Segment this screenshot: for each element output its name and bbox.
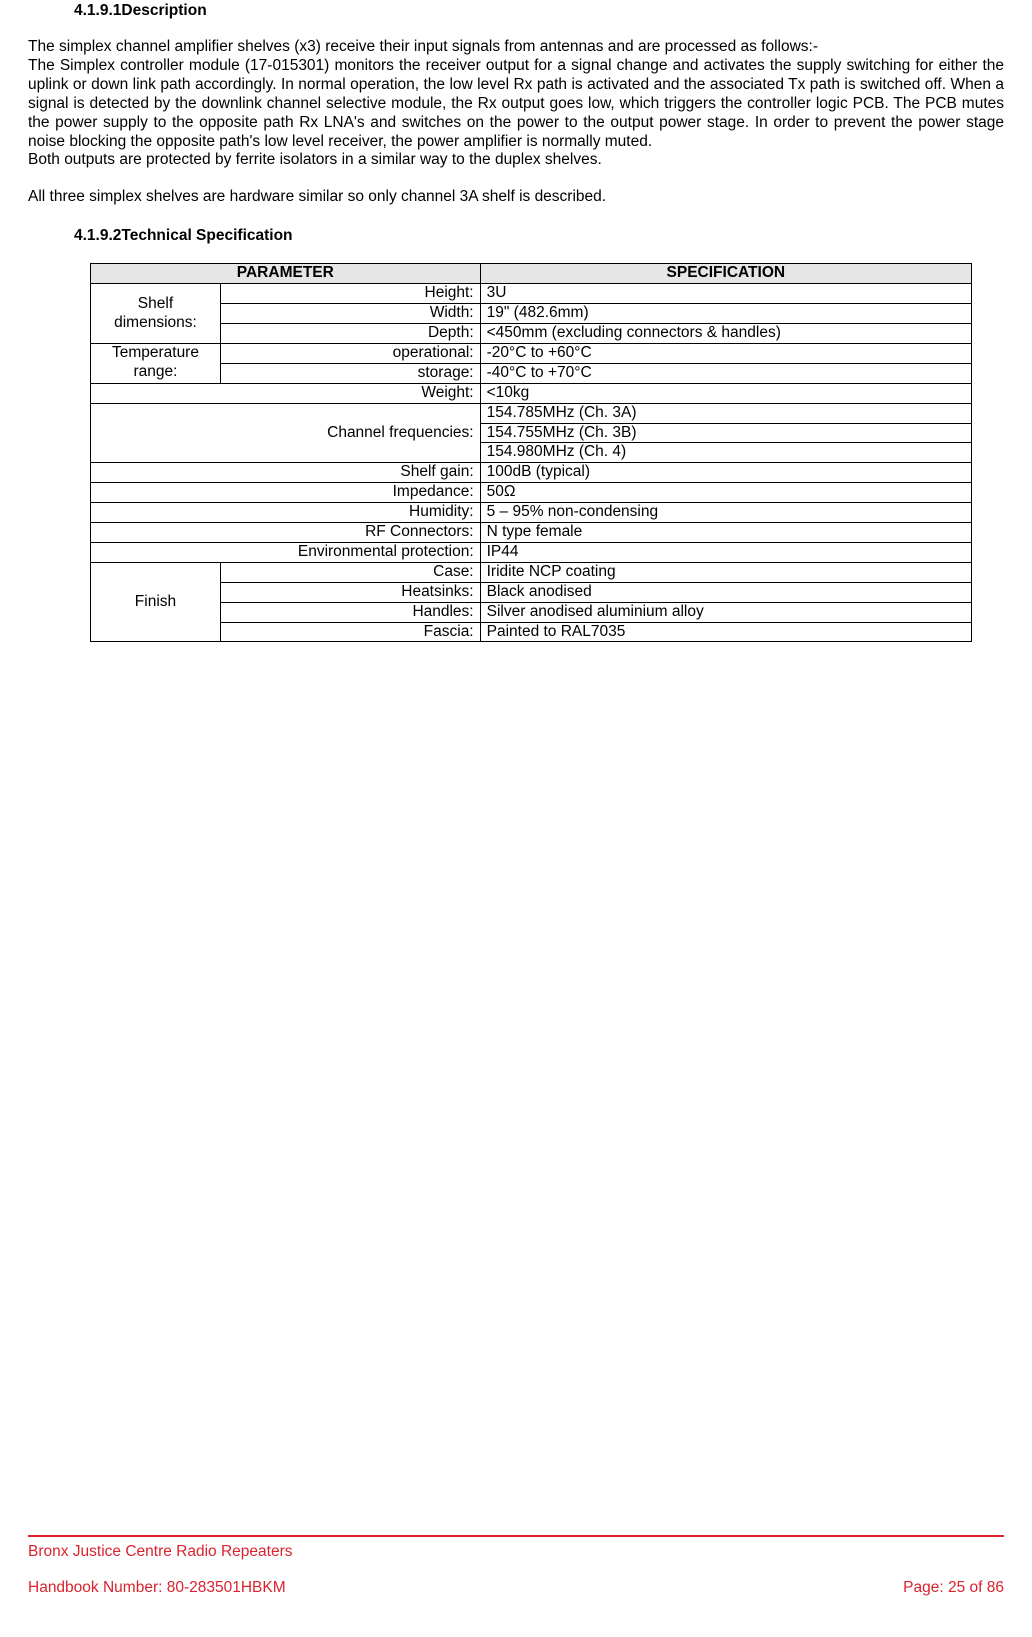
cell-spec: Painted to RAL7035 <box>480 622 971 642</box>
cell-param: Depth: <box>220 323 480 343</box>
cell-spec: <450mm (excluding connectors & handles) <box>480 323 971 343</box>
header-specification: SPECIFICATION <box>480 264 971 284</box>
cell-spec: 19" (482.6mm) <box>480 304 971 324</box>
cell-param: Fascia: <box>220 622 480 642</box>
table-row: Impedance: 50Ω <box>91 483 972 503</box>
cell-spec: IP44 <box>480 542 971 562</box>
footer-handbook-number: Handbook Number: 80-283501HBKM <box>28 1579 286 1597</box>
footer-page-number: Page: 25 of 86 <box>903 1579 1004 1597</box>
table-row: Channel frequencies: 154.785MHz (Ch. 3A) <box>91 403 972 423</box>
cell-param: Heatsinks: <box>220 582 480 602</box>
table-row: storage: -40°C to +70°C <box>91 363 972 383</box>
cell-spec: <10kg <box>480 383 971 403</box>
cell-spec: Iridite NCP coating <box>480 562 971 582</box>
paragraph: Both outputs are protected by ferrite is… <box>28 151 1004 170</box>
section-title: Description <box>121 2 206 20</box>
specification-table: PARAMETER SPECIFICATION Shelf dimensions… <box>90 263 972 642</box>
table-row: Shelf dimensions: Height: 3U <box>91 284 972 304</box>
table-row: Depth: <450mm (excluding connectors & ha… <box>91 323 972 343</box>
cell-spec: 154.755MHz (Ch. 3B) <box>480 423 971 443</box>
cell-group-temp: Temperature range: <box>91 343 221 383</box>
paragraph: All three simplex shelves are hardware s… <box>28 188 1004 207</box>
table-header-row: PARAMETER SPECIFICATION <box>91 264 972 284</box>
page-footer: Bronx Justice Centre Radio Repeaters Han… <box>28 1535 1004 1597</box>
table-row: Temperature range: operational: -20°C to… <box>91 343 972 363</box>
cell-param: Handles: <box>220 602 480 622</box>
section-number: 4.1.9.1 <box>74 2 121 20</box>
cell-param: Width: <box>220 304 480 324</box>
cell-spec: 5 – 95% non-condensing <box>480 503 971 523</box>
cell-param: Case: <box>220 562 480 582</box>
cell-spec: Black anodised <box>480 582 971 602</box>
cell-spec: 100dB (typical) <box>480 463 971 483</box>
cell-param: Impedance: <box>91 483 481 503</box>
section-heading-techspec: 4.1.9.2Technical Specification <box>74 227 1004 245</box>
table-row: Handles: Silver anodised aluminium alloy <box>91 602 972 622</box>
table-row: RF Connectors: N type female <box>91 523 972 543</box>
section-number: 4.1.9.2 <box>74 227 121 245</box>
table-row: Fascia: Painted to RAL7035 <box>91 622 972 642</box>
cell-param: Weight: <box>91 383 481 403</box>
cell-param: Environmental protection: <box>91 542 481 562</box>
footer-rule <box>28 1535 1004 1537</box>
table-row: Shelf gain: 100dB (typical) <box>91 463 972 483</box>
section-title: Technical Specification <box>121 227 292 245</box>
cell-spec: 154.785MHz (Ch. 3A) <box>480 403 971 423</box>
cell-param: RF Connectors: <box>91 523 481 543</box>
cell-param: Humidity: <box>91 503 481 523</box>
table-row: Heatsinks: Black anodised <box>91 582 972 602</box>
cell-group-finish: Finish <box>91 562 221 642</box>
cell-param: operational: <box>220 343 480 363</box>
paragraph: The simplex channel amplifier shelves (x… <box>28 38 1004 57</box>
cell-spec: 154.980MHz (Ch. 4) <box>480 443 971 463</box>
cell-spec: 50Ω <box>480 483 971 503</box>
cell-param: Channel frequencies: <box>91 403 481 463</box>
paragraph: The Simplex controller module (17-015301… <box>28 57 1004 152</box>
cell-spec: 3U <box>480 284 971 304</box>
table-row: Finish Case: Iridite NCP coating <box>91 562 972 582</box>
section-heading-description: 4.1.9.1Description <box>74 2 1004 20</box>
table-row: Environmental protection: IP44 <box>91 542 972 562</box>
table-row: Humidity: 5 – 95% non-condensing <box>91 503 972 523</box>
cell-spec: -20°C to +60°C <box>480 343 971 363</box>
cell-param: Height: <box>220 284 480 304</box>
cell-group-shelf: Shelf dimensions: <box>91 284 221 344</box>
cell-spec: Silver anodised aluminium alloy <box>480 602 971 622</box>
footer-title: Bronx Justice Centre Radio Repeaters <box>28 1543 1004 1561</box>
cell-spec: -40°C to +70°C <box>480 363 971 383</box>
cell-spec: N type female <box>480 523 971 543</box>
cell-param: Shelf gain: <box>91 463 481 483</box>
table-row: Width: 19" (482.6mm) <box>91 304 972 324</box>
cell-param: storage: <box>220 363 480 383</box>
header-parameter: PARAMETER <box>91 264 481 284</box>
table-row: Weight: <10kg <box>91 383 972 403</box>
